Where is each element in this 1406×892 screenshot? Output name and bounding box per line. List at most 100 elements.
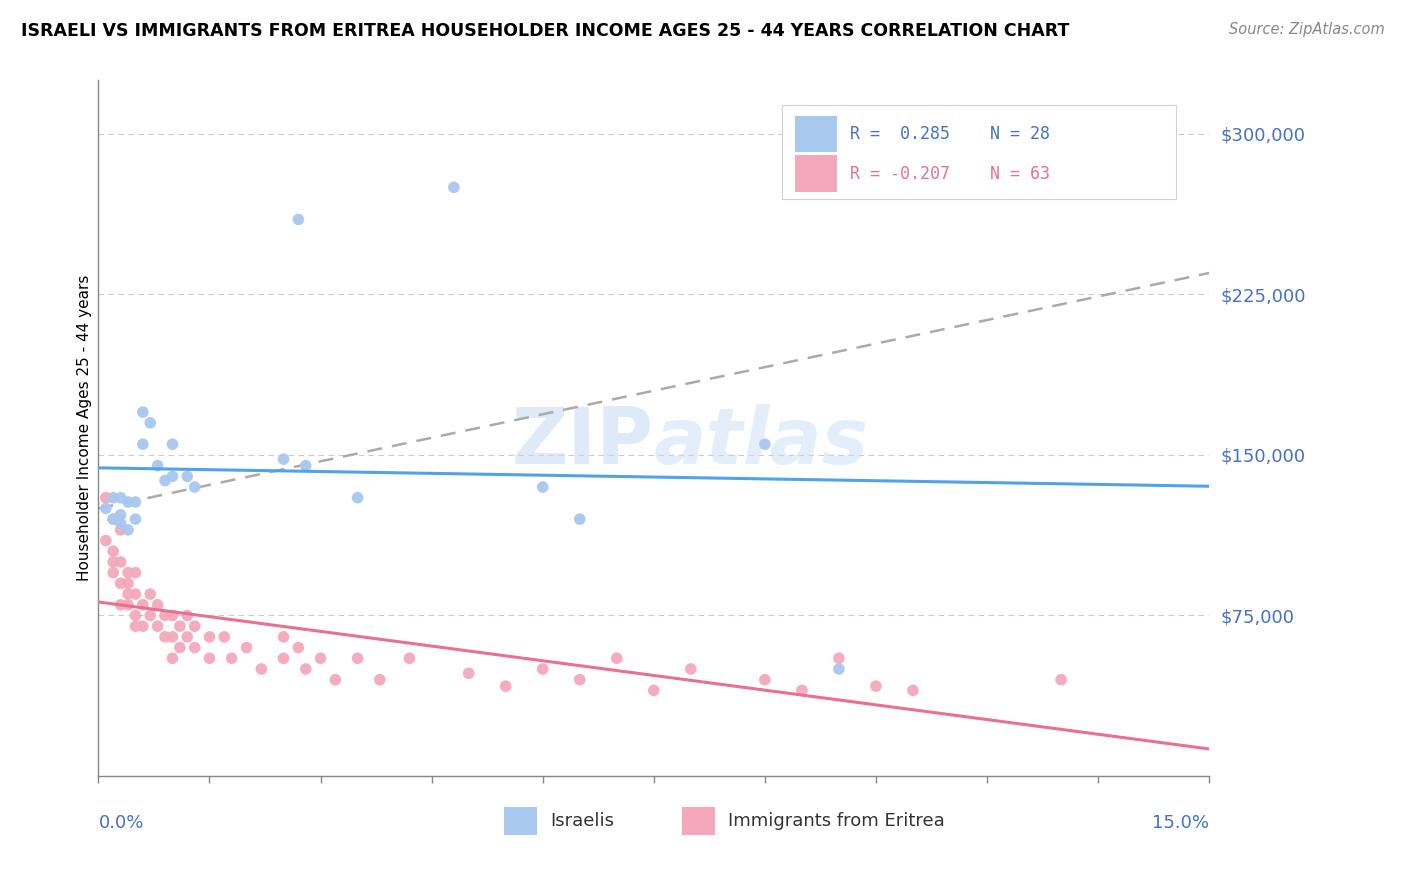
Point (273, 452, 295, 467)
Point (790, 683, 813, 698)
Point (117, 576, 139, 591)
Point (287, 640, 309, 655)
Point (110, 555, 132, 569)
Point (443, 180, 465, 194)
Point (495, 679, 517, 693)
Point (146, 619, 169, 633)
Point (183, 640, 205, 655)
Point (287, 212, 309, 227)
Point (162, 469, 184, 483)
Point (117, 523, 139, 537)
Point (103, 555, 125, 569)
Point (124, 566, 146, 580)
Point (235, 640, 257, 655)
Point (153, 474, 176, 488)
Point (368, 673, 391, 687)
Point (153, 630, 176, 644)
Point (124, 619, 146, 633)
Point (110, 491, 132, 505)
Point (103, 566, 125, 580)
Point (124, 495, 146, 509)
Point (110, 508, 132, 522)
Point (183, 619, 205, 633)
Point (162, 608, 184, 623)
Bar (794, 155, 837, 192)
Point (94, 533, 117, 548)
Point (643, 683, 665, 698)
Point (1050, 673, 1073, 687)
Point (176, 469, 198, 483)
Text: ZIP: ZIP (512, 404, 654, 480)
Point (124, 587, 146, 601)
Point (568, 673, 591, 687)
Point (124, 512, 146, 526)
Point (110, 523, 132, 537)
Point (398, 651, 420, 665)
Point (110, 598, 132, 612)
Bar (503, 807, 537, 835)
Point (94, 491, 117, 505)
Point (606, 651, 628, 665)
Point (828, 651, 851, 665)
Point (139, 587, 162, 601)
Point (221, 651, 243, 665)
Point (457, 666, 479, 681)
Point (146, 458, 169, 473)
Bar (794, 116, 837, 152)
Text: atlas: atlas (654, 404, 869, 480)
Point (531, 662, 554, 676)
Point (139, 416, 162, 430)
Point (162, 630, 184, 644)
Point (132, 598, 155, 612)
Point (132, 619, 155, 633)
Point (828, 662, 851, 676)
Point (309, 651, 332, 665)
Point (146, 598, 169, 612)
Point (531, 480, 554, 494)
Point (865, 679, 887, 693)
Point (103, 512, 125, 526)
Point (176, 630, 198, 644)
Point (103, 544, 125, 558)
Point (198, 630, 221, 644)
Point (568, 512, 591, 526)
Point (110, 516, 132, 531)
Point (250, 662, 273, 676)
Point (754, 437, 776, 451)
Point (294, 458, 316, 473)
Point (103, 491, 125, 505)
Point (117, 566, 139, 580)
Point (198, 651, 221, 665)
Point (754, 673, 776, 687)
Point (124, 608, 146, 623)
Point (183, 480, 205, 494)
Point (346, 651, 368, 665)
Text: ISRAELI VS IMMIGRANTS FROM ERITREA HOUSEHOLDER INCOME AGES 25 - 44 YEARS CORRELA: ISRAELI VS IMMIGRANTS FROM ERITREA HOUSE… (21, 22, 1070, 40)
Bar (782, 104, 1175, 199)
Point (139, 608, 162, 623)
Point (132, 405, 155, 419)
Point (169, 619, 191, 633)
Point (103, 512, 125, 526)
Text: Source: ZipAtlas.com: Source: ZipAtlas.com (1229, 22, 1385, 37)
Point (117, 587, 139, 601)
Point (273, 651, 295, 665)
Point (94, 501, 117, 516)
Point (214, 630, 236, 644)
Point (169, 640, 191, 655)
Point (325, 673, 347, 687)
Point (117, 495, 139, 509)
Point (294, 662, 316, 676)
Bar (682, 807, 714, 835)
Y-axis label: Householder Income Ages 25 - 44 years: Householder Income Ages 25 - 44 years (77, 275, 91, 582)
Point (153, 608, 176, 623)
Point (132, 437, 155, 451)
Point (162, 437, 184, 451)
Point (273, 630, 295, 644)
Text: R = -0.207    N = 63: R = -0.207 N = 63 (851, 164, 1050, 183)
Point (110, 576, 132, 591)
Point (679, 662, 702, 676)
Point (162, 651, 184, 665)
Point (176, 608, 198, 623)
Point (346, 491, 368, 505)
